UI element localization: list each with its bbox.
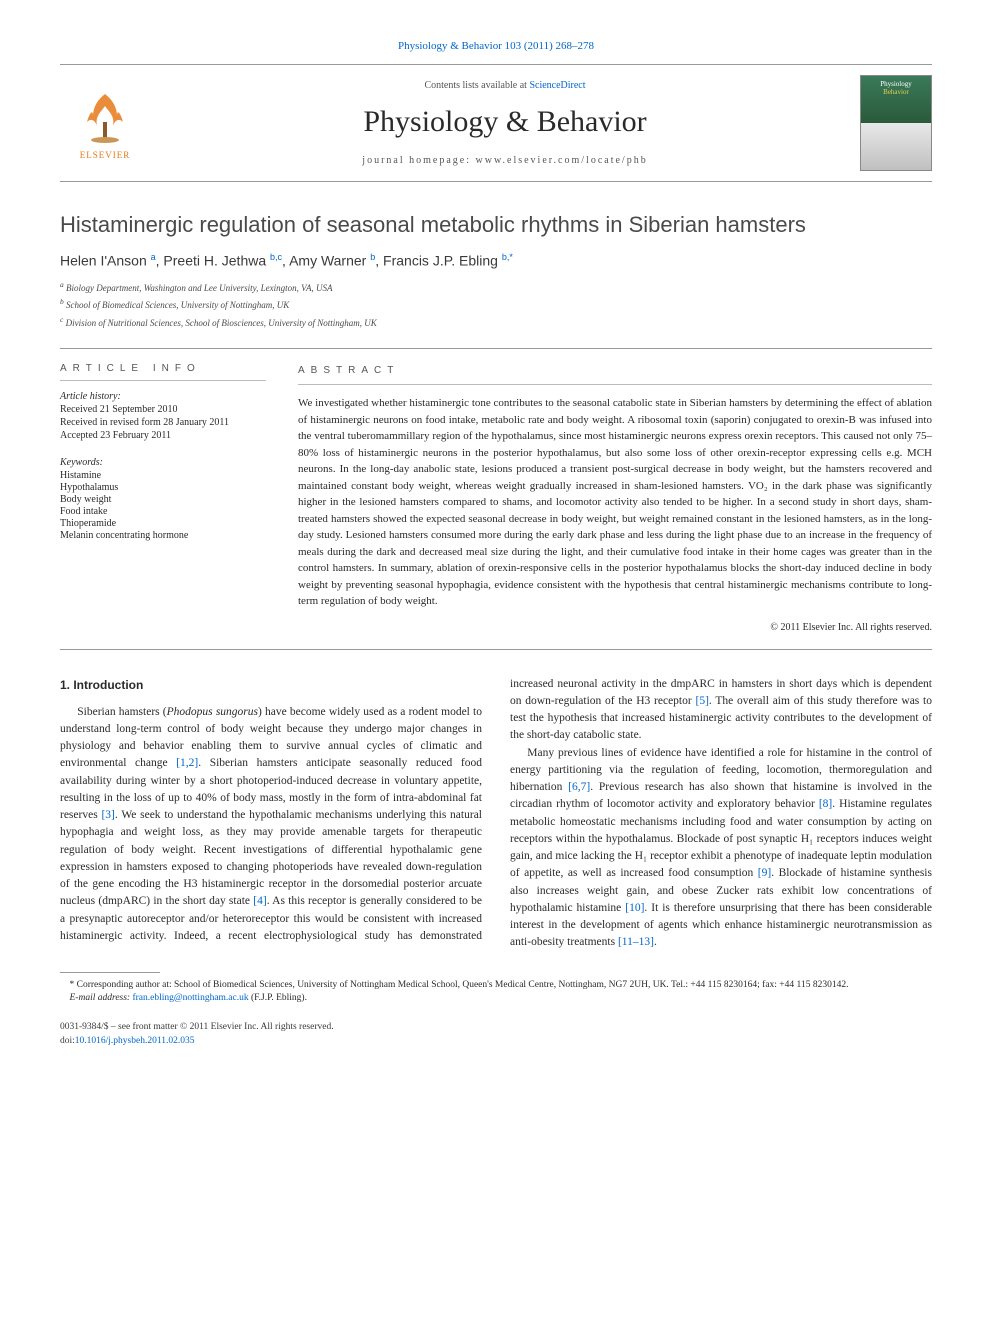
sciencedirect-link[interactable]: ScienceDirect — [529, 80, 585, 91]
corresponding-star[interactable]: * — [509, 252, 513, 262]
cite-3[interactable]: [3] — [101, 809, 114, 821]
abstract-heading: abstract — [298, 363, 932, 385]
journal-cover-thumb: Physiology Behavior — [860, 75, 932, 171]
journal-header: ELSEVIER Contents lists available at Sci… — [60, 64, 932, 182]
article-title: Histaminergic regulation of seasonal met… — [60, 212, 932, 238]
email-line: E-mail address: fran.ebling@nottingham.a… — [60, 992, 932, 1005]
elsevier-tree-icon — [75, 86, 135, 146]
publisher-logo: ELSEVIER — [60, 78, 150, 168]
author-1-aff[interactable]: a — [151, 252, 156, 262]
p2-f: . — [654, 936, 657, 948]
body-columns: 1. Introduction Siberian hamsters (Phodo… — [60, 676, 932, 952]
corresponding-email[interactable]: fran.ebling@nottingham.ac.uk — [132, 993, 248, 1003]
aff-text-c: Division of Nutritional Sciences, School… — [66, 318, 377, 328]
citation-line: Physiology & Behavior 103 (2011) 268–278 — [60, 40, 932, 52]
corresponding-author-note: * Corresponding author at: School of Bio… — [60, 979, 932, 992]
aff-mark-b: b — [60, 297, 64, 306]
author-1: Helen I'Anson — [60, 253, 147, 269]
journal-homepage: journal homepage: www.elsevier.com/locat… — [150, 155, 860, 166]
publisher-name: ELSEVIER — [80, 150, 131, 160]
affiliation-b: b School of Biomedical Sciences, Univers… — [60, 296, 932, 313]
author-3: Amy Warner — [289, 253, 366, 269]
doi-line: doi:10.1016/j.physbeh.2011.02.035 — [60, 1035, 932, 1048]
aff-text-b: School of Biomedical Sciences, Universit… — [66, 300, 289, 310]
history-revised: Received in revised form 28 January 2011 — [60, 417, 266, 428]
keyword-5: Thioperamide — [60, 518, 266, 529]
abstract: abstract We investigated whether histami… — [280, 349, 932, 649]
info-abstract-block: article info Article history: Received 2… — [60, 348, 932, 650]
author-2: Preeti H. Jethwa — [163, 253, 266, 269]
affiliation-a: a Biology Department, Washington and Lee… — [60, 279, 932, 296]
author-3-aff[interactable]: b — [370, 252, 375, 262]
keywords-label: Keywords: — [60, 457, 266, 468]
cite-4[interactable]: [4] — [253, 895, 266, 907]
p1-a: Siberian hamsters ( — [77, 706, 166, 718]
cite-8[interactable]: [8] — [819, 798, 832, 810]
contents-line: Contents lists available at ScienceDirec… — [150, 80, 860, 91]
doi-prefix: doi: — [60, 1036, 75, 1046]
keyword-3: Body weight — [60, 494, 266, 505]
cite-9[interactable]: [9] — [758, 867, 771, 879]
history-received: Received 21 September 2010 — [60, 404, 266, 415]
issn-line: 0031-9384/$ – see front matter © 2011 El… — [60, 1021, 932, 1034]
footnotes: * Corresponding author at: School of Bio… — [60, 979, 932, 1006]
abstract-copyright: © 2011 Elsevier Inc. All rights reserved… — [298, 620, 932, 635]
cite-6-7[interactable]: [6,7] — [568, 781, 590, 793]
abstract-text: We investigated whether histaminergic to… — [298, 395, 932, 610]
doi-link[interactable]: 10.1016/j.physbeh.2011.02.035 — [75, 1036, 195, 1046]
history-accepted: Accepted 23 February 2011 — [60, 430, 266, 441]
species-name: Phodopus sungorus — [167, 706, 258, 718]
cite-11-13[interactable]: [11–13] — [618, 936, 654, 948]
cite-1-2[interactable]: [1,2] — [176, 757, 198, 769]
aff-mark-c: c — [60, 315, 63, 324]
aff-text-a: Biology Department, Washington and Lee U… — [66, 283, 332, 293]
article-info-heading: article info — [60, 363, 266, 381]
page-footer: 0031-9384/$ – see front matter © 2011 El… — [60, 1021, 932, 1048]
header-center: Contents lists available at ScienceDirec… — [150, 80, 860, 166]
article-info: article info Article history: Received 2… — [60, 349, 280, 649]
keyword-2: Hypothalamus — [60, 482, 266, 493]
cite-10[interactable]: [10] — [625, 902, 644, 914]
aff-mark-a: a — [60, 280, 64, 289]
email-label: E-mail address: — [70, 993, 131, 1003]
keyword-1: Histamine — [60, 470, 266, 481]
author-4: Francis J.P. Ebling — [383, 253, 498, 269]
cover-label-bottom: Behavior — [883, 88, 909, 96]
keyword-4: Food intake — [60, 506, 266, 517]
cover-label-top: Physiology — [880, 80, 912, 88]
keywords-block: Keywords: Histamine Hypothalamus Body we… — [60, 457, 266, 541]
intro-para-2: Many previous lines of evidence have ide… — [510, 745, 932, 952]
email-owner: (F.J.P. Ebling). — [251, 993, 307, 1003]
cite-5[interactable]: [5] — [695, 695, 708, 707]
footnote-separator — [60, 972, 160, 973]
section-1-heading: 1. Introduction — [60, 676, 482, 694]
author-2-aff[interactable]: b,c — [270, 252, 282, 262]
p1-d: . We seek to understand the hypothalamic… — [60, 809, 482, 907]
affiliation-c: c Division of Nutritional Sciences, Scho… — [60, 314, 932, 331]
keyword-6: Melanin concentrating hormone — [60, 530, 266, 541]
author-list: Helen I'Anson a, Preeti H. Jethwa b,c, A… — [60, 252, 932, 269]
journal-title: Physiology & Behavior — [150, 105, 860, 139]
affiliations: a Biology Department, Washington and Lee… — [60, 279, 932, 331]
contents-prefix: Contents lists available at — [424, 80, 529, 91]
history-label: Article history: — [60, 391, 266, 402]
citation-link[interactable]: Physiology & Behavior 103 (2011) 268–278 — [398, 40, 594, 52]
